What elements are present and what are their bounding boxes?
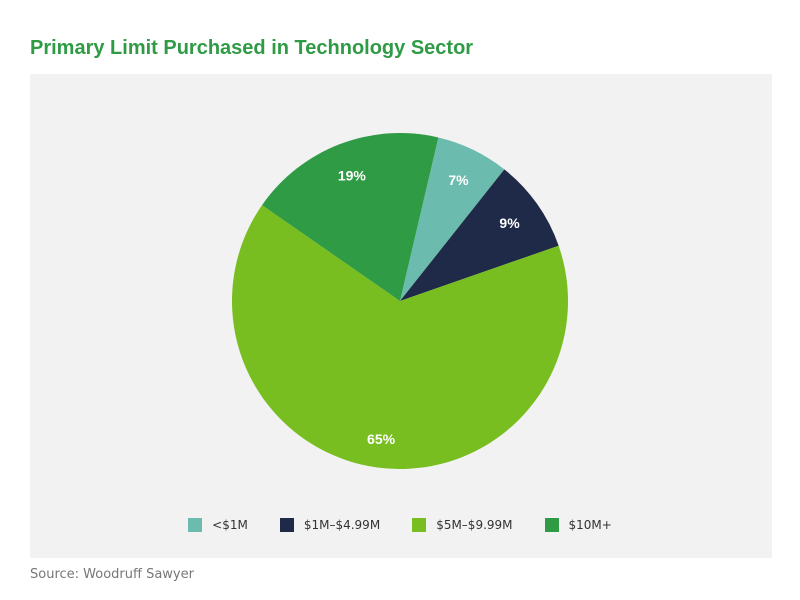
pie-slice <box>262 133 439 301</box>
legend-item: <$1M <box>188 518 248 532</box>
legend-item: $10M+ <box>544 518 612 532</box>
legend-label: <$1M <box>212 518 248 532</box>
data-label: 19% <box>338 168 367 184</box>
pie-slice <box>400 169 559 301</box>
legend-item: $1M–$4.99M <box>279 518 381 532</box>
chart-title: Primary Limit Purchased in Technology Se… <box>30 37 474 59</box>
data-label: 7% <box>448 172 469 188</box>
legend-swatch <box>412 518 427 532</box>
legend-label: $1M–$4.99M <box>303 518 381 532</box>
legend-swatch <box>188 518 203 532</box>
data-label: 65% <box>367 431 396 447</box>
data-label: 9% <box>499 215 520 231</box>
legend-swatch <box>279 518 294 532</box>
legend-item: $5M–$9.99M <box>412 518 513 532</box>
legend-label: $5M–$9.99M <box>436 518 513 532</box>
legend-swatch <box>544 518 559 532</box>
source-note: Source: Woodruff Sawyer <box>30 567 194 582</box>
legend-label: $10M+ <box>568 518 612 532</box>
legend: <$1M $1M–$4.99M $5M–$9.99M $10M+ <box>0 518 800 532</box>
pie-slice <box>231 205 568 470</box>
pie-slice <box>400 137 505 301</box>
